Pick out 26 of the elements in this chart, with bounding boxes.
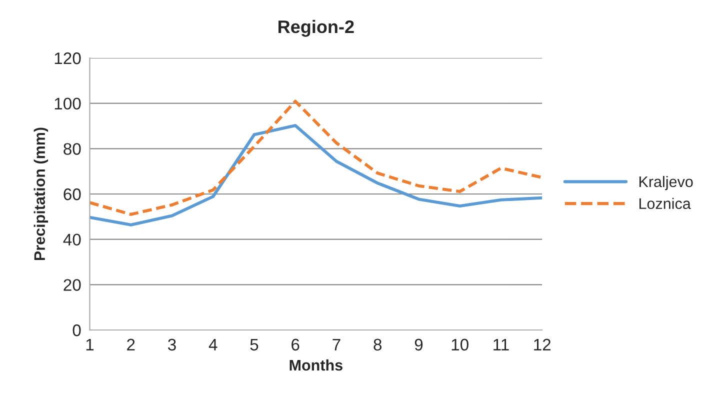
x-tick-label: 9 — [414, 338, 423, 351]
x-tick-label: 10 — [452, 338, 468, 351]
x-tick-label: 8 — [374, 338, 382, 351]
legend-label: Loznica — [639, 198, 691, 210]
y-tick-label: 40 — [63, 234, 81, 246]
x-tick-label: 7 — [332, 338, 340, 350]
y-tick-label: 80 — [64, 143, 81, 155]
line-series — [90, 124, 542, 226]
y-tick-label: 20 — [64, 279, 81, 291]
y-tick-label: 60 — [64, 188, 81, 200]
y-tick-label: 0 — [72, 324, 81, 336]
x-tick-label: 4 — [208, 338, 218, 350]
x-tick-label: 11 — [494, 338, 509, 350]
x-tick-label: 2 — [127, 338, 135, 350]
x-tick-label: 5 — [250, 338, 258, 351]
y-tick-label: 120 — [54, 52, 81, 64]
legend-label: Kraljevo — [639, 176, 693, 190]
x-tick-label: 6 — [292, 338, 300, 351]
y-axis-title: Precipitation (mm) — [34, 128, 48, 260]
x-axis-title: Months — [290, 359, 342, 371]
x-tick-label: 12 — [534, 338, 551, 350]
line-series — [90, 100, 542, 216]
x-tick-label: 3 — [168, 338, 176, 351]
chart-title: Region-2 — [278, 20, 354, 37]
x-tick-label: 1 — [86, 338, 94, 350]
y-tick-label: 100 — [54, 98, 81, 110]
